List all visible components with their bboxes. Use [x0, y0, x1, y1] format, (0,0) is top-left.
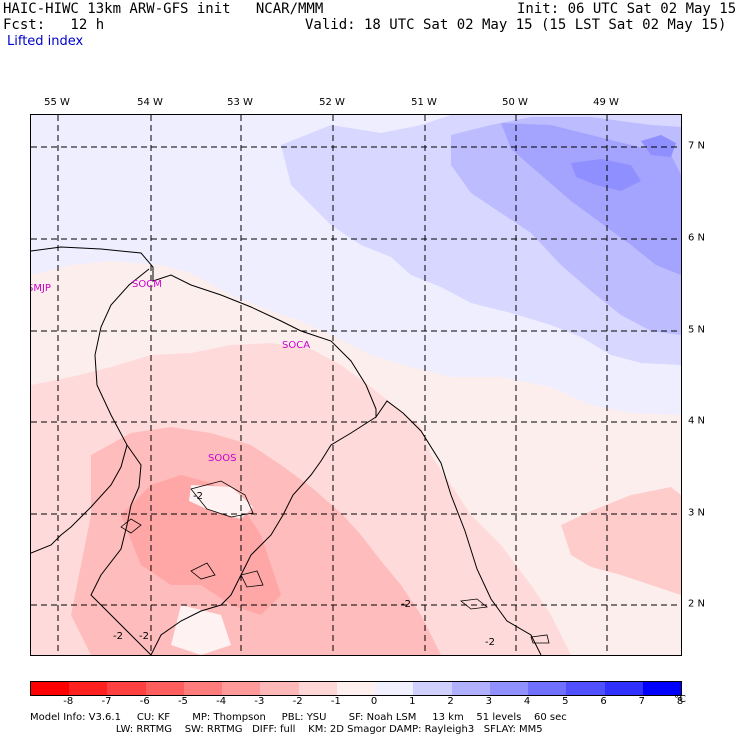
- contour-label: -2: [139, 631, 149, 642]
- colorbar-swatch: [604, 682, 643, 695]
- colorbar-tick-label: -8: [63, 696, 74, 707]
- station-label: SMJP: [31, 283, 51, 294]
- valid-time: Valid: 18 UTC Sat 02 May 15 (15 LST Sat …: [305, 17, 727, 33]
- colorbar-tick-label: -5: [177, 696, 188, 707]
- lon-label-51w: 51 W: [411, 97, 437, 108]
- deep-blue-region: [501, 123, 681, 275]
- colorbar-tick-label: -6: [139, 696, 150, 707]
- colorbar-tick-label: 3: [485, 696, 492, 707]
- lon-label-54w: 54 W: [137, 97, 163, 108]
- map-canvas: [31, 115, 681, 655]
- colorbar-tick-label: 2: [447, 696, 454, 707]
- colorbar-swatch: [413, 682, 452, 695]
- lon-label-55w: 55 W: [44, 97, 70, 108]
- contour-label: -2: [485, 637, 495, 648]
- colorbar-swatch: [145, 682, 184, 695]
- white-patch-a: [189, 485, 253, 519]
- colorbar-swatch: [69, 682, 108, 695]
- colorbar-swatch: [31, 682, 70, 695]
- colorbar-tick-label: 4: [523, 696, 531, 707]
- colorbar-tick-label: -4: [216, 696, 227, 707]
- lon-label-49w: 49 W: [593, 97, 619, 108]
- lon-label-52w: 52 W: [319, 97, 345, 108]
- colorbar-swatch: [642, 682, 681, 695]
- colorbar-swatch: [375, 682, 414, 695]
- contour-label: -2: [401, 599, 411, 610]
- colorbar-tick-label: 8: [676, 696, 684, 707]
- colorbar-swatch: [183, 682, 223, 695]
- station-label: SOCA: [282, 340, 311, 351]
- blue-patch-top: [641, 135, 676, 157]
- contour-lines: [120, 480, 550, 644]
- colorbar-tick-label: -7: [101, 696, 112, 707]
- colorbar-swatch: [260, 682, 299, 695]
- colorbar-tick-label: 6: [600, 696, 607, 707]
- lon-label-50w: 50 W: [502, 97, 528, 108]
- field-name: Lifted index: [7, 34, 84, 49]
- white-patch-b: [171, 605, 231, 655]
- lat-label-4n: 4 N: [688, 415, 706, 427]
- colorbar-swatch: [336, 682, 376, 695]
- colorbar-tick-label: 7: [638, 696, 645, 707]
- colorbar-tick-label: 1: [409, 696, 416, 707]
- colorbar-swatch: [566, 682, 605, 695]
- station-label: SOOS: [208, 453, 237, 464]
- colorbar-swatch: [222, 682, 261, 695]
- colorbar: [30, 681, 682, 696]
- deepest-blue-patch: [571, 159, 641, 191]
- colorbar-tick-label: 5: [562, 696, 569, 707]
- contour-label: -2: [113, 631, 123, 642]
- init-time: Init: 06 UTC Sat 02 May 15: [517, 1, 737, 17]
- colorbar-tick-label: -1: [330, 696, 341, 707]
- contour-label: -2: [193, 491, 203, 502]
- colorbar-swatch: [489, 682, 529, 695]
- lat-label-6n: 6 N: [688, 232, 706, 244]
- lon-label-53w: 53 W: [227, 97, 253, 108]
- station-label: SOCM: [132, 279, 162, 290]
- colorbar-tick-label: -2: [292, 696, 303, 707]
- lifted-index-map: -2 -2 -2 -2 -2 SMJP SOCM SOCA SOOS: [30, 114, 682, 656]
- colorbar-swatch: [107, 682, 146, 695]
- lat-label-3n: 3 N: [688, 507, 706, 519]
- lat-label-7n: 7 N: [688, 140, 706, 152]
- model-info-line-2: LW: RRTMG SW: RRTMG DIFF: full KM: 2D Sm…: [30, 724, 543, 735]
- model-title: HAIC-HIWC 13km ARW-GFS init NCAR/MMM: [3, 1, 324, 17]
- colorbar-swatch: [528, 682, 567, 695]
- lat-label-5n: 5 N: [688, 324, 706, 336]
- colorbar-tick-label: 0: [370, 696, 378, 707]
- colorbar-unit: °C: [674, 694, 686, 705]
- coastline: [31, 246, 542, 655]
- lat-label-2n: 2 N: [688, 598, 706, 610]
- lat-lon-grid: [31, 115, 681, 655]
- colorbar-swatch: [451, 682, 490, 695]
- forecast-hour: Fcst: 12 h: [3, 17, 105, 33]
- colorbar-tick-label: -3: [254, 696, 265, 707]
- colorbar-swatch: [298, 682, 337, 695]
- model-info-line-1: Model Info: V3.6.1 CU: KF MP: Thompson P…: [30, 712, 567, 723]
